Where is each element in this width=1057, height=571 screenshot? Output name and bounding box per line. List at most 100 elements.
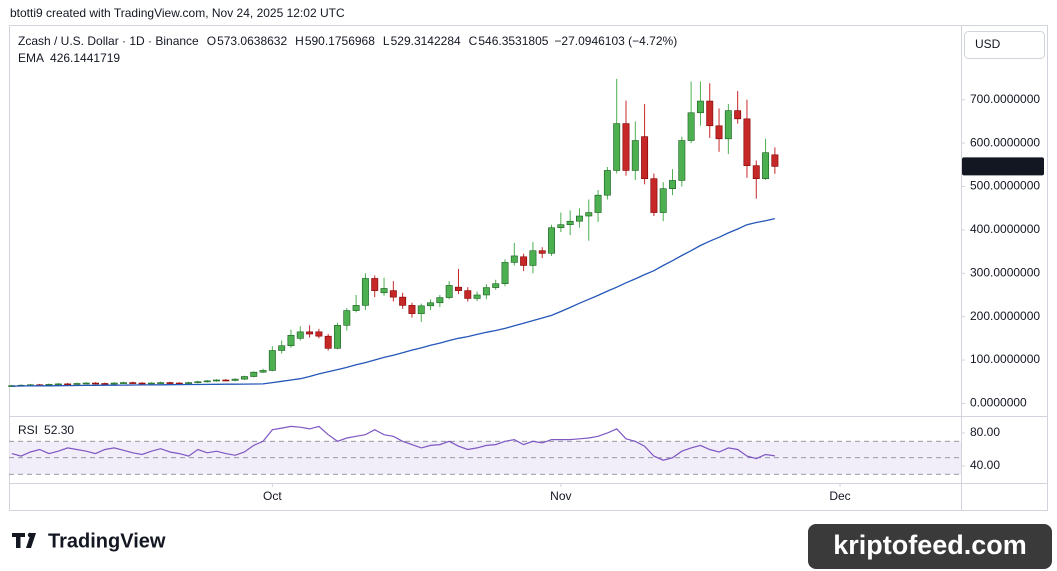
watermark: kriptofeed.com [833,530,1027,560]
candle-body [119,382,127,384]
candle-body [417,305,425,314]
candle-body [464,290,472,299]
rsi-tick-label: 40.00 [970,458,1000,472]
candle-body [315,331,323,337]
candle-body [613,123,621,171]
rsi-line [11,425,775,461]
last-price-tag [962,157,1044,176]
chart-frame [9,25,1048,511]
candle-body [575,215,583,222]
candle-body [389,290,397,298]
candle-body [455,286,462,291]
candle-body [603,170,611,196]
candle-body [641,136,649,180]
rsi-label: RSI [18,423,38,437]
y-tick-label: 200.0000000 [970,309,1040,323]
candle-body [445,285,453,298]
candle-body [157,382,165,384]
last-price-label: 546.3531805 [967,159,1037,173]
candle-body [771,154,779,167]
ema-line [11,217,776,387]
candle-body [529,250,537,266]
candle-body [334,325,341,349]
ohlc-letter: O [207,34,216,48]
candle-body [361,278,369,306]
candle-body [557,224,565,229]
y-tick-label: 400.0000000 [970,222,1040,236]
candle-body [743,118,751,166]
candle-body [73,383,81,385]
candle-body [194,381,202,384]
candle-body [82,382,90,385]
rsi-pane [9,425,961,475]
y-tick-label: 700.0000000 [970,92,1040,106]
ohlc-value: 573.0638632 [217,34,287,48]
candle-body [501,262,509,284]
x-tick-label: Dec [829,489,850,503]
ohlc-letter: L [383,34,390,48]
candle-body [166,382,174,384]
candle-body [222,379,230,382]
candle-body [678,140,686,181]
ohlc-value: 529.3142284 [391,34,461,48]
candle-body [54,383,62,386]
logo-dot [27,532,33,538]
currency-button[interactable] [964,31,1045,59]
price-pane [8,78,779,387]
brand: TradingView [48,530,166,552]
candle-body [185,382,193,384]
ohlc-letter: H [295,34,304,48]
candle-body [520,256,528,266]
candle-body [259,370,267,373]
candle-body [436,297,444,304]
ohlc-value: 546.3531805 [478,34,548,48]
candle-body [724,110,732,140]
candle-body [510,255,518,263]
x-tick-label: Oct [263,489,282,503]
logo [12,532,36,548]
y-tick-label: 0.0000000 [970,396,1027,410]
watermark-box [808,524,1052,569]
ema-value: 426.1441719 [50,51,120,65]
y-tick-label: 600.0000000 [970,135,1040,149]
y-tick-label: 300.0000000 [970,265,1040,279]
candle-body [64,383,72,386]
y-tick-label: 500.0000000 [970,179,1040,193]
candle-body [427,302,435,307]
candle-body [706,100,714,127]
candle-body [380,288,388,294]
candle-body [594,194,602,213]
candle-body [752,165,760,180]
candle-body [696,100,704,114]
candle-body [147,382,155,385]
symbol-title: Zcash / U.S. Dollar · 1D · Binance [18,34,199,48]
change-label: −27.0946103 (−4.72%) [554,34,677,48]
candle-body [408,305,416,314]
candle-body [687,112,695,141]
currency[interactable]: USD [975,37,1001,51]
ema-label: EMA [18,51,44,65]
candle-body [343,310,351,326]
candle-body [482,287,490,296]
candle-body [371,278,379,291]
x-tick-label: Nov [550,489,571,503]
y-tick-label: 100.0000000 [970,352,1040,366]
candle-body [175,382,183,385]
candle-body [566,220,574,225]
candle-body [250,371,258,377]
candle-body [585,212,593,217]
candle-body [715,125,723,140]
candle-body [473,294,481,299]
candle-body [278,345,286,351]
ohlc-letter: C [469,34,478,48]
candle-body [92,382,100,385]
candle-body [101,383,109,385]
candle-body [306,331,314,335]
candle-body [548,227,556,254]
candle-body [138,382,146,385]
rsi-tick-label: 80.00 [970,425,1000,439]
candle-body [213,379,220,382]
candle-body [650,178,658,213]
candle-body [659,188,667,213]
